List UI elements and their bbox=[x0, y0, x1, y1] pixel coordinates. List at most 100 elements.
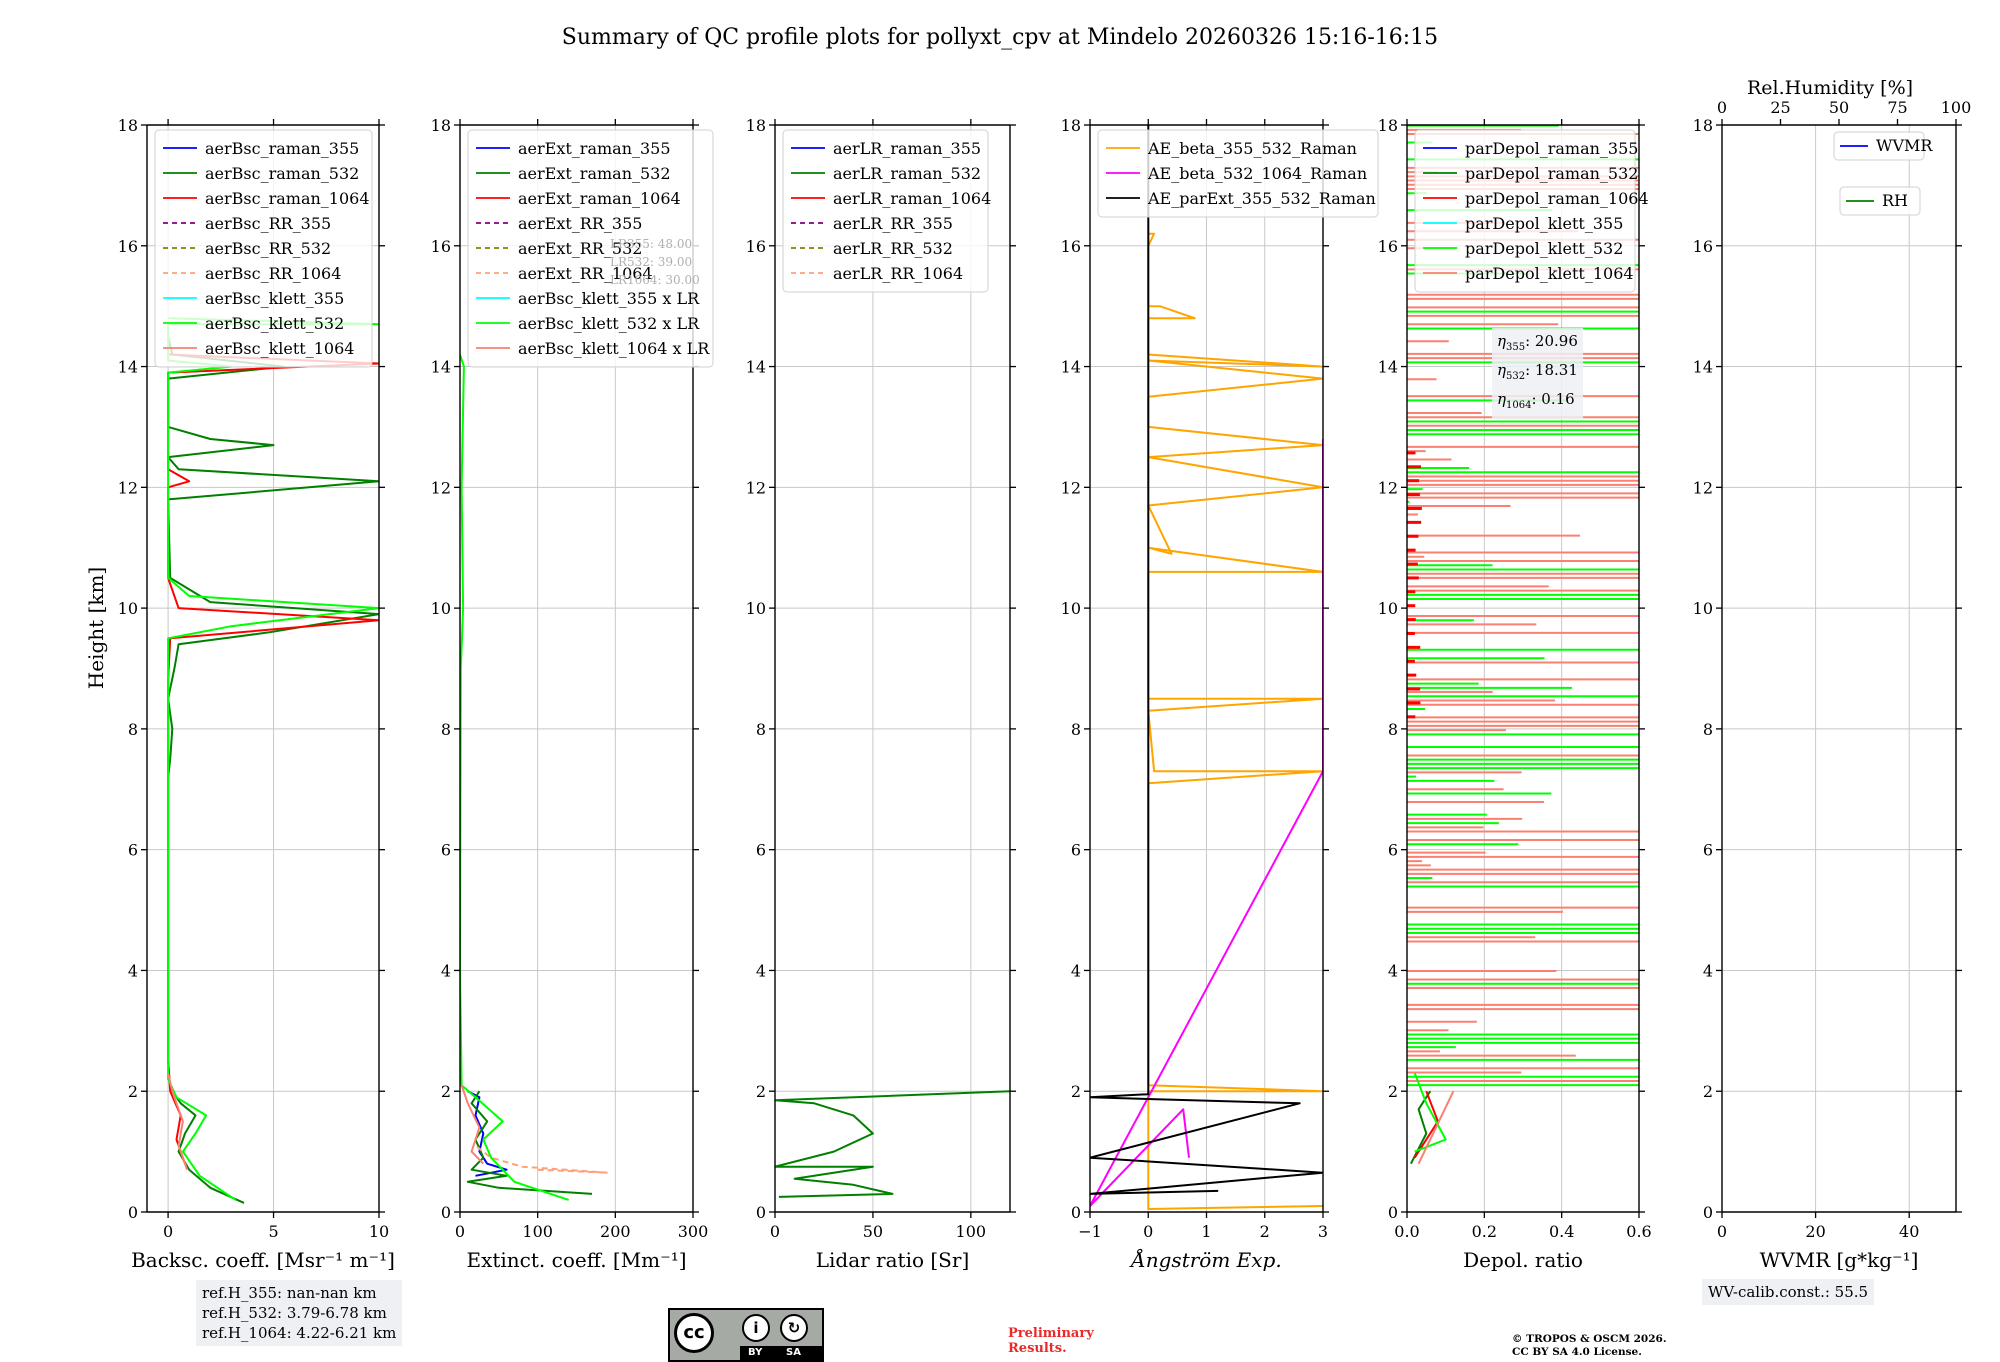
y-tick-label: 16 bbox=[746, 237, 766, 256]
y-tick-label: 14 bbox=[431, 358, 451, 377]
y-tick-label: 8 bbox=[128, 720, 138, 739]
series-group bbox=[775, 1091, 1010, 1197]
y-tick-label: 12 bbox=[1693, 478, 1713, 497]
x-tick-label: 10 bbox=[369, 1222, 389, 1241]
y-tick-label: 8 bbox=[756, 720, 766, 739]
x-tick-label: 50 bbox=[863, 1222, 883, 1241]
preliminary-note: Preliminary Results. bbox=[1008, 1326, 1094, 1356]
y-tick-label: 6 bbox=[441, 841, 451, 860]
x-tick-label: 0 bbox=[770, 1222, 780, 1241]
y-tick-label: 6 bbox=[128, 841, 138, 860]
x-tick-label: 5 bbox=[268, 1222, 278, 1241]
x-tick-label: −1 bbox=[1078, 1222, 1102, 1241]
copyright-note: © TROPOS & OSCM 2026. CC BY SA 4.0 Licen… bbox=[1512, 1333, 1667, 1359]
ref-height-1064: ref.H_1064: 4.22-6.21 km bbox=[202, 1323, 396, 1343]
lr-annotation: LR355: 48.00 bbox=[610, 237, 692, 251]
legend-label: aerBsc_klett_532 x LR bbox=[518, 314, 700, 333]
y-tick-label: 12 bbox=[431, 478, 451, 497]
y-tick-label: 16 bbox=[1693, 237, 1713, 256]
y-tick-label: 6 bbox=[1388, 841, 1398, 860]
x-tick-label: 0.4 bbox=[1549, 1222, 1574, 1241]
legend-label: AE_beta_355_532_Raman bbox=[1147, 139, 1357, 158]
legend-label: aerBsc_raman_532 bbox=[205, 164, 359, 183]
y-tick-label: 18 bbox=[746, 116, 766, 135]
legend-label: aerBsc_RR_355 bbox=[205, 214, 331, 233]
legend-label: WVMR bbox=[1876, 136, 1933, 155]
series-line bbox=[476, 1146, 608, 1173]
eta-355: η355: 20.96 bbox=[1497, 330, 1578, 359]
rh-tick-label: 75 bbox=[1887, 98, 1907, 117]
series-line bbox=[1148, 234, 1323, 1209]
y-tick-label: 2 bbox=[756, 1082, 766, 1101]
legend-label: aerExt_RR_355 bbox=[518, 214, 642, 233]
y-tick-label: 12 bbox=[118, 478, 138, 497]
legend-label: aerBsc_RR_532 bbox=[205, 239, 331, 258]
y-tick-label: 14 bbox=[1061, 358, 1081, 377]
panel-backscatter: 0 2 4 6 8 10 12 14 16 18 0 5 10 Backsc. coeff. [Msr⁻¹… bbox=[118, 116, 395, 1272]
legend-label: aerExt_raman_355 bbox=[518, 139, 671, 158]
cc-icon: cc bbox=[674, 1313, 714, 1353]
rh-tick-label: 0 bbox=[1717, 98, 1727, 117]
y-tick-label: 18 bbox=[431, 116, 451, 135]
x-tick-label: 40 bbox=[1899, 1222, 1919, 1241]
legend-label: aerExt_raman_1064 bbox=[518, 189, 681, 208]
y-tick-label: 4 bbox=[756, 961, 766, 980]
x-tick-label: 200 bbox=[600, 1222, 631, 1241]
rh-axis-label: Rel.Humidity [%] bbox=[1747, 77, 1913, 99]
x-tick-label: 3 bbox=[1318, 1222, 1328, 1241]
legend-label: aerLR_RR_532 bbox=[833, 239, 953, 258]
y-tick-label: 0 bbox=[441, 1203, 451, 1222]
y-tick-label: 4 bbox=[441, 961, 451, 980]
y-tick-label: 2 bbox=[1388, 1082, 1398, 1101]
rh-tick-label: 100 bbox=[1941, 98, 1972, 117]
legend-label: aerBsc_klett_355 x LR bbox=[518, 289, 700, 308]
y-tick-label: 10 bbox=[1693, 599, 1713, 618]
legend-label: aerLR_raman_532 bbox=[833, 164, 981, 183]
y-axis-label: Height [km] bbox=[84, 567, 108, 689]
legend-label: aerLR_RR_1064 bbox=[833, 264, 963, 283]
y-tick-label: 0 bbox=[1388, 1203, 1398, 1222]
y-tick-label: 8 bbox=[1071, 720, 1081, 739]
y-tick-label: 6 bbox=[1703, 841, 1713, 860]
legend-label: aerLR_raman_355 bbox=[833, 139, 981, 158]
x-tick-label: 0 bbox=[1143, 1222, 1153, 1241]
y-tick-label: 12 bbox=[1061, 478, 1081, 497]
series-line bbox=[468, 1091, 507, 1176]
y-tick-label: 8 bbox=[1703, 720, 1713, 739]
legend-label: aerBsc_klett_1064 x LR bbox=[518, 339, 710, 358]
cc-license-badge: cc i ↻ BY SA bbox=[668, 1308, 824, 1362]
x-tick-label: 0.6 bbox=[1626, 1222, 1651, 1241]
legend-label: aerLR_RR_355 bbox=[833, 214, 953, 233]
y-tick-label: 18 bbox=[1061, 116, 1081, 135]
legend-label: RH bbox=[1882, 191, 1908, 210]
y-tick-label: 6 bbox=[756, 841, 766, 860]
x-tick-label: 20 bbox=[1805, 1222, 1825, 1241]
ref-height-532: ref.H_532: 3.79-6.78 km bbox=[202, 1303, 396, 1323]
x-tick-label: 100 bbox=[956, 1222, 987, 1241]
legend-label: parDepol_klett_355 bbox=[1465, 214, 1623, 233]
x-tick-label: 0 bbox=[1717, 1222, 1727, 1241]
wv-calib-text: WV-calib.const.: 55.5 bbox=[1708, 1282, 1868, 1302]
legend-label: aerExt_raman_532 bbox=[518, 164, 671, 183]
legend-label: AE_parExt_355_532_Raman bbox=[1147, 189, 1376, 208]
y-tick-label: 8 bbox=[441, 720, 451, 739]
y-tick-label: 2 bbox=[441, 1082, 451, 1101]
y-tick-label: 2 bbox=[1703, 1082, 1713, 1101]
eta-532: η532: 18.31 bbox=[1497, 359, 1578, 388]
share-alike-icon: ↻ bbox=[780, 1314, 808, 1342]
y-tick-label: 16 bbox=[1061, 237, 1081, 256]
y-tick-label: 2 bbox=[128, 1082, 138, 1101]
series-group bbox=[460, 355, 608, 1200]
y-tick-label: 18 bbox=[1693, 116, 1713, 135]
legend-label: AE_beta_532_1064_Raman bbox=[1147, 164, 1367, 183]
x-tick-label: 0.0 bbox=[1394, 1222, 1419, 1241]
y-tick-label: 0 bbox=[1703, 1203, 1713, 1222]
y-tick-label: 18 bbox=[118, 116, 138, 135]
y-tick-label: 0 bbox=[128, 1203, 138, 1222]
x-tick-label: 300 bbox=[678, 1222, 709, 1241]
legend-label: parDepol_raman_355 bbox=[1465, 139, 1638, 158]
legend-label: aerBsc_RR_1064 bbox=[205, 264, 341, 283]
x-tick-label: 0 bbox=[455, 1222, 465, 1241]
y-tick-label: 10 bbox=[431, 599, 451, 618]
figure-title: Summary of QC profile plots for pollyxt_… bbox=[562, 25, 1438, 50]
